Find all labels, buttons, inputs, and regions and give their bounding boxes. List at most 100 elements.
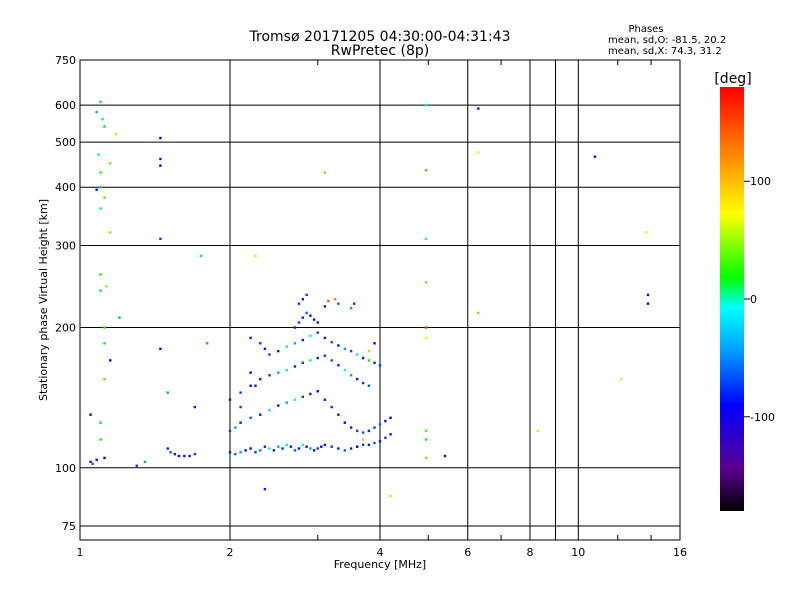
data-point xyxy=(239,451,242,454)
y-tick-label: 100 xyxy=(55,462,76,475)
data-point xyxy=(173,452,177,456)
data-point xyxy=(327,299,330,303)
data-point xyxy=(228,451,232,454)
data-point xyxy=(244,449,247,452)
data-point xyxy=(159,157,162,161)
data-point xyxy=(477,107,480,110)
data-point xyxy=(103,456,106,460)
data-point xyxy=(259,377,262,381)
data-point xyxy=(355,377,359,381)
data-point xyxy=(268,353,271,356)
data-point xyxy=(367,359,371,362)
data-point xyxy=(384,436,387,439)
data-point xyxy=(343,421,347,424)
x-tick-label: 6 xyxy=(464,546,471,559)
data-point xyxy=(254,254,257,258)
data-point xyxy=(424,103,428,107)
y-tick-label: 300 xyxy=(55,239,76,252)
data-point xyxy=(330,445,333,448)
data-point xyxy=(320,445,323,448)
data-point xyxy=(323,354,327,357)
data-point xyxy=(268,408,271,412)
data-point xyxy=(316,331,319,334)
data-point xyxy=(355,429,359,433)
colorbar-tick-label: -100 xyxy=(750,411,775,424)
data-point xyxy=(343,449,347,452)
data-point xyxy=(105,285,108,288)
data-point xyxy=(277,404,280,407)
data-point xyxy=(330,359,333,362)
data-point xyxy=(249,371,252,374)
data-point xyxy=(316,390,319,393)
data-point xyxy=(367,384,371,387)
data-point xyxy=(373,441,376,445)
data-point xyxy=(367,429,371,433)
data-point xyxy=(349,426,353,429)
data-point xyxy=(169,451,172,454)
data-point xyxy=(620,377,623,381)
data-point xyxy=(323,398,327,401)
data-point xyxy=(301,361,305,365)
data-point xyxy=(89,460,92,464)
data-point xyxy=(361,438,365,441)
data-point xyxy=(188,454,191,458)
data-point xyxy=(249,384,252,387)
data-point xyxy=(99,421,102,424)
data-point xyxy=(424,438,428,441)
data-point xyxy=(118,316,121,319)
data-point xyxy=(285,345,288,348)
y-tick-label: 750 xyxy=(55,54,76,67)
data-point xyxy=(477,151,480,154)
data-point xyxy=(293,449,297,452)
y-tick-label: 600 xyxy=(55,99,76,112)
data-point xyxy=(143,460,147,464)
data-point xyxy=(323,305,327,308)
data-point xyxy=(249,336,252,340)
data-point xyxy=(309,392,312,396)
data-point xyxy=(95,188,98,191)
data-point xyxy=(99,438,102,441)
data-point xyxy=(239,421,242,424)
data-point xyxy=(272,449,276,452)
data-point xyxy=(301,338,305,342)
data-point xyxy=(297,321,301,324)
data-point xyxy=(109,231,112,234)
data-point xyxy=(99,207,102,210)
data-point xyxy=(389,494,392,498)
data-point xyxy=(228,398,232,401)
x-axis-ticks: 1 2 4 6 8 10 16 xyxy=(77,60,687,559)
data-point xyxy=(349,349,353,353)
data-point xyxy=(103,342,106,345)
data-point xyxy=(103,377,106,381)
data-point xyxy=(114,132,118,136)
data-point xyxy=(367,349,371,353)
data-point xyxy=(293,398,297,401)
data-point xyxy=(277,445,280,448)
data-point xyxy=(234,452,237,456)
data-point xyxy=(99,289,102,292)
data-point xyxy=(323,336,327,340)
data-point xyxy=(254,451,257,454)
data-point xyxy=(103,326,106,329)
data-point xyxy=(443,454,447,458)
data-point xyxy=(97,153,100,156)
y-tick-label: 400 xyxy=(55,181,76,194)
stats-line-x: mean, sd,X: 74.3, 31.2 xyxy=(608,46,722,57)
data-point xyxy=(305,293,308,297)
data-point xyxy=(109,162,112,165)
data-point xyxy=(293,342,297,345)
data-point xyxy=(337,413,340,416)
y-axis-ticks: 75 100 200 300 400 500 600 750 xyxy=(55,54,76,533)
data-point xyxy=(378,364,382,367)
data-point xyxy=(646,302,650,305)
x-axis-label: Frequency [MHz] xyxy=(334,558,426,571)
data-point xyxy=(424,326,428,329)
data-point xyxy=(293,326,297,329)
data-point xyxy=(297,302,301,305)
data-point xyxy=(259,449,262,452)
data-point xyxy=(285,401,288,404)
data-point xyxy=(101,117,104,121)
data-point xyxy=(343,347,347,351)
data-point xyxy=(373,426,376,429)
data-point xyxy=(103,125,106,128)
